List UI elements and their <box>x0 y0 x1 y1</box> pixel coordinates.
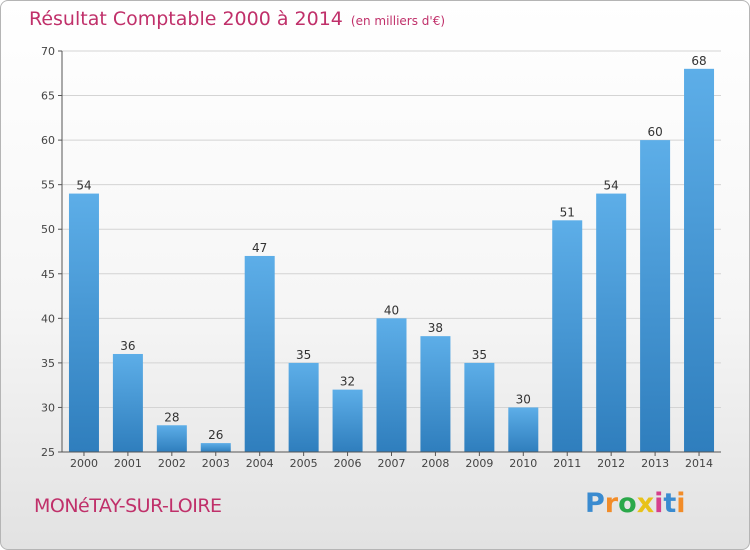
y-tick-label: 45 <box>41 268 55 281</box>
x-tick-label: 2003 <box>202 457 230 470</box>
x-tick-label: 2007 <box>378 457 406 470</box>
y-tick-label: 35 <box>41 357 55 370</box>
bar-2010 <box>508 407 539 452</box>
x-tick-label: 2008 <box>421 457 449 470</box>
x-tick-label: 2011 <box>553 457 581 470</box>
x-tick-label: 2012 <box>597 457 625 470</box>
y-tick-label: 40 <box>41 312 55 325</box>
bar-2012 <box>596 193 627 453</box>
x-tick-label: 2013 <box>641 457 669 470</box>
bar-2013 <box>640 140 671 452</box>
data-label-2010: 30 <box>516 392 531 406</box>
brand-letter: o <box>618 488 637 519</box>
data-label-2007: 40 <box>384 303 399 317</box>
data-label-2005: 35 <box>296 348 311 362</box>
x-tick-label: 2002 <box>158 457 186 470</box>
x-tick-label: 2000 <box>70 457 98 470</box>
chart-title: Résultat Comptable 2000 à 2014 (en millie… <box>29 8 445 30</box>
x-tick-label: 2014 <box>685 457 713 470</box>
bar-2004 <box>244 255 275 452</box>
x-tick-label: 2005 <box>290 457 318 470</box>
data-label-2011: 51 <box>560 205 575 219</box>
data-label-2008: 38 <box>428 321 443 335</box>
data-label-2009: 35 <box>472 348 487 362</box>
data-label-2006: 32 <box>340 375 355 389</box>
data-label-2013: 60 <box>647 125 662 139</box>
data-label-2002: 28 <box>164 410 179 424</box>
x-tick-label: 2001 <box>114 457 142 470</box>
data-label-2014: 68 <box>691 54 706 68</box>
place-name: MONéTAY-SUR-LOIRE <box>34 495 222 517</box>
brand-letter: r <box>604 488 619 519</box>
bar-2014 <box>684 68 715 453</box>
data-label-2001: 36 <box>120 339 135 353</box>
brand-logo: Proxiti <box>585 488 686 519</box>
bar-2005 <box>288 362 319 452</box>
chart-title-text: Résultat Comptable 2000 à 2014 <box>29 8 343 30</box>
bar-2002 <box>156 425 187 452</box>
data-label-2003: 26 <box>208 428 223 442</box>
bar-2007 <box>376 318 407 452</box>
y-tick-label: 30 <box>41 401 55 414</box>
bar-2008 <box>420 336 451 452</box>
data-label-2000: 54 <box>76 179 91 193</box>
y-tick-label: 55 <box>41 179 55 192</box>
x-tick-label: 2006 <box>334 457 362 470</box>
x-tick-label: 2004 <box>246 457 274 470</box>
brand-letter: i <box>654 488 664 519</box>
data-label-2012: 54 <box>604 179 619 193</box>
bar-2001 <box>112 353 143 452</box>
bar-2003 <box>200 443 231 452</box>
bar-2011 <box>552 220 583 452</box>
brand-letter: t <box>663 488 677 519</box>
y-tick-label: 60 <box>41 134 55 147</box>
bar-2006 <box>332 389 363 452</box>
chart-subtitle: (en milliers d'€) <box>350 14 446 28</box>
y-tick-label: 50 <box>41 223 55 236</box>
y-tick-label: 70 <box>41 45 55 58</box>
x-tick-label: 2009 <box>465 457 493 470</box>
data-label-2004: 47 <box>252 241 267 255</box>
y-tick-label: 25 <box>41 446 55 459</box>
brand-letter: x <box>636 488 655 519</box>
bar-2009 <box>464 362 495 452</box>
brand-letter: i <box>676 488 686 519</box>
y-tick-label: 65 <box>41 90 55 103</box>
x-tick-label: 2010 <box>509 457 537 470</box>
bar-2000 <box>68 193 99 453</box>
brand-letter: P <box>585 488 605 519</box>
